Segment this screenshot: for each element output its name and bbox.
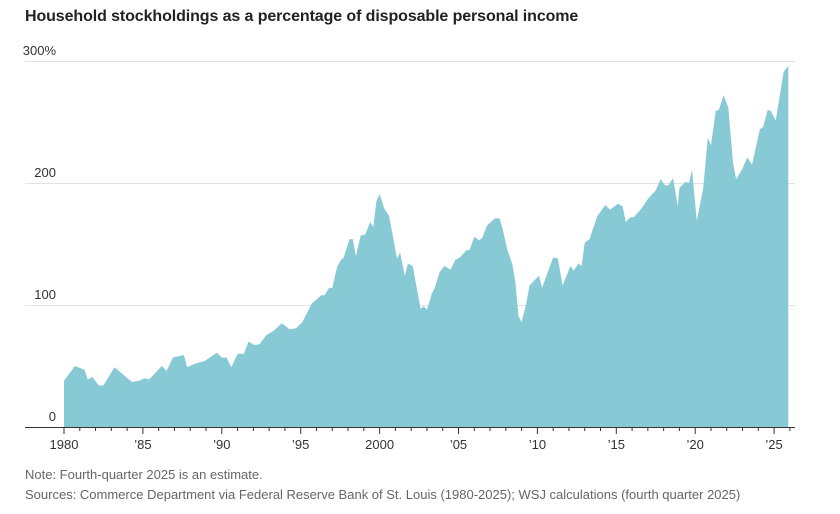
area-series bbox=[64, 65, 789, 428]
x-tick-label: ’90 bbox=[213, 437, 230, 452]
y-tick-label: 200 bbox=[34, 165, 56, 180]
y-tick-label: 0 bbox=[49, 409, 56, 424]
x-tick-label: ’05 bbox=[450, 437, 467, 452]
x-axis-ticks: 1980 ’85 ’90 ’95 2000 ’05 ’10 ’15 ’20 ’25 bbox=[50, 428, 791, 452]
x-tick-label: ’85 bbox=[134, 437, 151, 452]
y-tick-label: 100 bbox=[34, 287, 56, 302]
x-tick-label: ’20 bbox=[687, 437, 704, 452]
source-note: Sources: Commerce Department via Federal… bbox=[25, 487, 741, 502]
x-tick-label: ’25 bbox=[765, 437, 782, 452]
x-tick-label: ’10 bbox=[529, 437, 546, 452]
x-tick-label: ’15 bbox=[608, 437, 625, 452]
footnote: Note: Fourth-quarter 2025 is an estimate… bbox=[25, 467, 263, 482]
y-tick-label: 300% bbox=[23, 43, 57, 58]
x-tick-label: 2000 bbox=[365, 437, 394, 452]
x-tick-label: ’95 bbox=[292, 437, 309, 452]
y-axis-labels: 0 100 200 300% bbox=[23, 43, 57, 424]
chart-title: Household stockholdings as a percentage … bbox=[25, 8, 579, 25]
x-tick-label: 1980 bbox=[50, 437, 79, 452]
